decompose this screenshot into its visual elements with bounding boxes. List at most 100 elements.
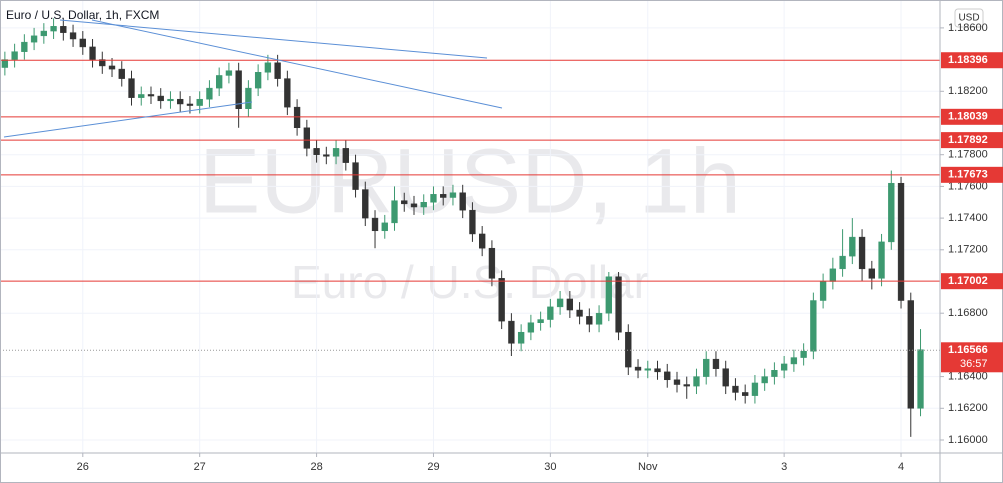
candle-body [313, 148, 320, 155]
candle-body [605, 276, 612, 314]
candle-body [498, 278, 505, 322]
candle-body [566, 298, 574, 311]
candle-body [586, 316, 593, 325]
candle-body [362, 189, 369, 219]
candle-body [60, 26, 67, 33]
candle-body [79, 38, 86, 48]
candle-body [576, 309, 583, 317]
y-tick-label: 1.18600 [948, 22, 988, 34]
candle-body [517, 331, 525, 344]
chart-title: Euro / U.S. Dollar, 1h, FXCM [6, 8, 159, 22]
candle-body [99, 59, 106, 67]
candle-body [693, 376, 700, 387]
level-badge [941, 273, 1003, 290]
candle-body [284, 78, 291, 108]
candle-body [664, 371, 671, 381]
last-price-badge [941, 342, 1003, 373]
candle-body [274, 62, 281, 79]
candle-body [771, 370, 778, 377]
candle-body [30, 35, 38, 43]
trendlines [3, 19, 503, 138]
candle-body [157, 95, 164, 102]
candle-body [264, 62, 272, 73]
candle-body [11, 51, 18, 60]
candle-body [401, 200, 408, 205]
plot [0, 18, 940, 437]
level-badge [941, 108, 1003, 125]
candle-body [215, 75, 223, 89]
candle-body [138, 94, 145, 98]
candle-body [878, 241, 885, 279]
y-tick-label: 1.16200 [948, 402, 988, 414]
candle-body [332, 148, 340, 157]
x-tick-label: 28 [310, 461, 322, 473]
candle-body [907, 300, 914, 409]
x-tick-label: 4 [898, 461, 904, 473]
trendline [59, 19, 488, 59]
candle-body [440, 194, 447, 198]
candle-body [888, 182, 895, 243]
candle-body [206, 87, 213, 100]
candle-body [323, 154, 330, 157]
y-tick-label: 1.18200 [948, 85, 988, 97]
candle-body [819, 281, 827, 301]
grid [0, 0, 940, 453]
level-label: 1.17002 [948, 275, 988, 287]
x-tick-label: 29 [427, 461, 439, 473]
level-label: 1.18039 [948, 111, 988, 123]
level-badge [941, 166, 1003, 183]
level-badge [941, 132, 1003, 149]
candle-body [761, 376, 768, 384]
x-tick-label: 30 [544, 461, 556, 473]
candle-body [732, 385, 739, 393]
currency-badge[interactable] [954, 8, 984, 28]
candle-body [800, 350, 807, 358]
x-tick-label: Nov [638, 461, 658, 473]
candle-body [430, 194, 437, 203]
watermark-layer: EURUSD, 1h Euro / U.S. Dollar [199, 130, 741, 308]
candle-body [849, 236, 856, 257]
candle-body [634, 366, 642, 371]
candle-body [381, 222, 388, 232]
candle-body [235, 70, 242, 109]
candle-body [128, 78, 135, 98]
candle-body [556, 298, 564, 308]
candle-body [537, 319, 544, 323]
candle-body [917, 349, 924, 409]
last-price-label: 1.16566 [948, 344, 988, 356]
level-label: 1.17673 [948, 169, 988, 181]
candle-body [420, 201, 427, 208]
candle-body [40, 30, 48, 37]
level-label: 1.18396 [948, 54, 988, 66]
candle-body [654, 368, 661, 373]
candle-body [615, 276, 622, 333]
candle-body [858, 236, 866, 270]
candle-body [303, 127, 311, 149]
x-tick-label: 26 [77, 461, 89, 473]
candle-body [488, 247, 496, 279]
candle-body [118, 68, 125, 79]
candle-body [196, 98, 203, 106]
candle-body [391, 200, 398, 224]
candle-body [186, 103, 194, 106]
candle-body [50, 26, 57, 32]
y-tick-label: 1.17400 [948, 212, 988, 224]
candle-body [245, 87, 252, 109]
candle-body [673, 379, 681, 385]
candle-body [868, 268, 875, 279]
y-tick-label: 1.17800 [948, 149, 988, 161]
candle-body [371, 217, 379, 232]
candle-body [1, 59, 9, 68]
level-label: 1.17892 [948, 134, 988, 146]
candle-body [21, 41, 28, 52]
candle-body [829, 268, 837, 282]
candle-body [595, 312, 603, 325]
candle-body [69, 32, 77, 40]
candle-body [722, 368, 729, 387]
candle-body [469, 209, 476, 235]
level-badge [941, 52, 1003, 69]
trendline [91, 19, 503, 109]
x-tick-label: 27 [194, 461, 206, 473]
candle-body [147, 94, 155, 97]
